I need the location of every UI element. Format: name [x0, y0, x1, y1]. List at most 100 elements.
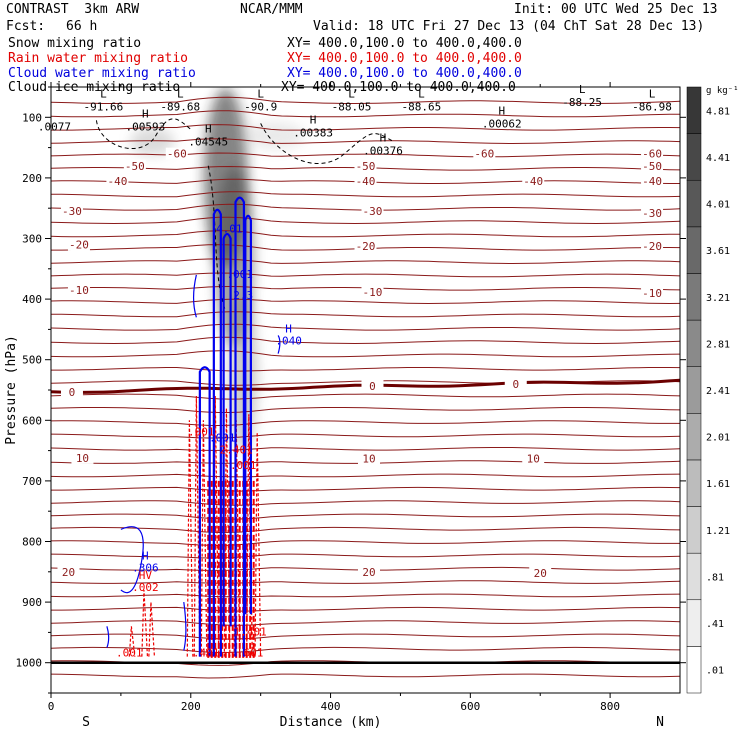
x-tick-label: 400 [321, 700, 341, 713]
colorbar-unit: g kg⁻¹ [706, 86, 739, 96]
isotherm-line [51, 433, 680, 439]
isotherm-label-bg [165, 147, 188, 160]
cloud-water-label: 2.3 [233, 289, 253, 302]
colorbar-label: 4.01 [706, 200, 730, 211]
rain-label: .601 [237, 647, 264, 660]
isotherm-label: -50 [356, 160, 376, 173]
y-tick-label: 400 [22, 293, 42, 306]
extremum-value: .00383 [293, 126, 333, 139]
isotherm-label: -40 [356, 175, 376, 188]
colorbar-segment [686, 179, 702, 228]
isotherm-line [51, 620, 680, 626]
colorbar-segment [686, 599, 702, 647]
cloud-water-contour [120, 526, 144, 594]
isotherm-label: -30 [642, 207, 662, 220]
isotherm-label-bg [71, 451, 94, 464]
extremum-value: .04545 [188, 136, 228, 149]
isotherm-line [51, 96, 680, 105]
y-tick-label: 700 [22, 475, 42, 488]
rain-contour [193, 396, 201, 657]
cloud-ice-contour [95, 118, 192, 149]
isotherm-line [51, 407, 680, 413]
isotherm-line [51, 230, 680, 238]
isotherm-line [51, 272, 680, 278]
isotherm-label: -50 [125, 160, 145, 173]
isotherm-line [51, 298, 680, 305]
colorbar-label: 2.01 [706, 433, 730, 444]
extremum-value: -91.66 [84, 100, 124, 113]
north-label: N [656, 715, 664, 730]
isotherm-label: -20 [642, 240, 662, 253]
isotherm-label-bg [354, 174, 377, 187]
rain-label: .001 [230, 459, 257, 472]
colorbar-segment [686, 366, 702, 414]
isotherm-label-bg [641, 159, 664, 172]
isotherm-line [51, 124, 680, 131]
isotherm-label: 10 [76, 452, 89, 465]
isotherm-label: -40 [107, 175, 127, 188]
extremum-marker: L [348, 87, 355, 100]
cloud-water-contour [183, 602, 187, 651]
isotherm-line [51, 350, 680, 358]
extremum-marker: L [649, 87, 656, 100]
isotherm-label-bg [60, 385, 83, 398]
isotherm-label-bg [361, 205, 384, 218]
isotherm-line [51, 152, 680, 158]
y-axis-label: Pressure (hPa) [4, 335, 19, 445]
isotherm-label-bg [60, 205, 83, 218]
cloud-water-contour [234, 196, 245, 657]
colorbar-label: 4.41 [706, 153, 730, 164]
extremum-value: -89.68 [160, 100, 200, 113]
extremum-value: .00376 [363, 145, 403, 158]
x-tick-label: 600 [460, 700, 480, 713]
colorbar-segment [686, 552, 702, 601]
isotherm-label-bg [67, 284, 90, 297]
y-tick-label: 800 [22, 536, 42, 549]
cloud-water-label: .001 [209, 432, 236, 445]
isotherm-line [51, 367, 680, 372]
isotherm-label-bg [354, 239, 377, 252]
colorbar-label: 3.21 [706, 293, 730, 304]
colorbar-segment [686, 273, 702, 321]
snow-patch-left [130, 127, 175, 156]
isotherm-label-bg [57, 565, 80, 578]
isotherm-label: -60 [474, 148, 494, 161]
isotherm-label: 0 [69, 386, 76, 399]
isotherm-line [51, 593, 680, 598]
isotherm-label-bg [529, 567, 552, 580]
cloud-water-label: .001 [226, 268, 253, 281]
field-name-snow: Snow mixing ratio [8, 36, 142, 51]
colorbar-label: .81 [706, 572, 724, 583]
extremum-value: -88.65 [402, 100, 442, 113]
cloud-water-contour [222, 232, 232, 627]
y-tick-label: 300 [22, 233, 42, 246]
isotherm-line [51, 473, 680, 478]
rain-contour [200, 420, 208, 657]
rain-label: 2.401 [220, 444, 253, 457]
isotherm-label-bg [361, 285, 384, 298]
y-tick-label: 1000 [16, 657, 43, 670]
isotherm-label-bg [522, 174, 545, 187]
colorbar-segment [686, 459, 702, 507]
init-time: Init: 00 UTC Wed 25 Dec 13 [514, 2, 718, 17]
isotherm-label-bg [361, 379, 384, 392]
cloud-ice-contour [260, 123, 394, 165]
forecast-hours: 66 h [66, 19, 98, 34]
field-xy-rain: XY= 400.0,100.0 to 400.0,400.0 [287, 51, 522, 66]
isotherm-label: -20 [69, 239, 89, 252]
colorbar-label: 4.81 [706, 106, 730, 117]
colorbar-label: 2.41 [706, 386, 730, 397]
field-xy-cloud-water: XY= 400.0,100.0 to 400.0,400.0 [287, 66, 522, 81]
colorbar-label: .01 [706, 666, 724, 677]
rain-contour [128, 626, 136, 657]
x-axis-label: Distance (km) [280, 715, 382, 730]
rain-contour [186, 420, 194, 657]
isotherm-label: 20 [534, 567, 547, 580]
cloud-water-contour [192, 274, 197, 318]
isotherm-line [51, 447, 680, 451]
colorbar-segment [686, 319, 702, 367]
organization-label: NCAR/MMM [240, 2, 303, 17]
x-tick-label: 0 [48, 700, 55, 713]
cloud-water-label: .040 [275, 334, 302, 347]
